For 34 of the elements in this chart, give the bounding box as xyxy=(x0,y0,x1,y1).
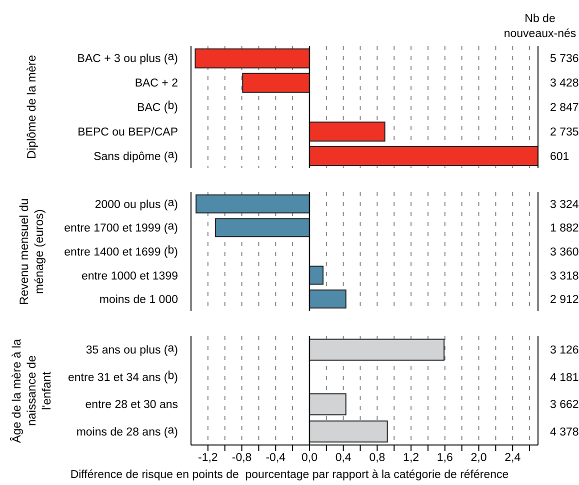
y-tick-label: BAC + 2 xyxy=(134,78,178,90)
x-tick-label: 1,6 xyxy=(436,452,453,464)
text: 3 428 xyxy=(550,78,579,90)
x-tick-label: 2,4 xyxy=(504,452,522,464)
text: 1 882 xyxy=(550,222,579,235)
text: 4 181 xyxy=(550,372,579,384)
x-axis-title: Différence de risque en points de pourcentage par rapport à la catégorie de référence xyxy=(69,469,510,481)
y-tick-label: entre 1000 et 1399 xyxy=(81,270,178,282)
x-tick-label: 2,0 xyxy=(470,452,487,464)
text: 3 324 xyxy=(550,198,579,211)
x-tick-label: -1,2 xyxy=(198,452,218,464)
text: 3 662 xyxy=(550,399,579,412)
text: 2 912 xyxy=(550,294,579,306)
text: 4 378 xyxy=(550,426,579,438)
y-tick-label: moins de 1 000 xyxy=(99,294,178,306)
y-axis-title: Revenu mensuel du ménage (euros) xyxy=(17,197,47,307)
y-axis-title: Âge de la mère à la naissance de l'enfant xyxy=(10,337,54,445)
x-tick-label: 0,0 xyxy=(301,452,318,464)
text: Nb de nouveaux-nés xyxy=(503,12,577,42)
x-tick-label: 0,8 xyxy=(369,452,386,464)
y-tick-label: BEPC ou BEP/CAP xyxy=(78,126,178,138)
x-tick-label: 0,4 xyxy=(335,452,352,464)
x-tick-label: -0,4 xyxy=(266,452,286,464)
text: 3 318 xyxy=(550,270,579,282)
text: 3 360 xyxy=(550,246,579,258)
y-axis-title: Diplôme de la mère xyxy=(24,54,40,160)
text: 3 126 xyxy=(550,344,579,357)
x-tick-label: -0,8 xyxy=(232,452,252,464)
y-tick-label: entre 28 et 30 ans xyxy=(85,399,178,412)
text: 5 736 xyxy=(550,53,579,66)
text: 2 847 xyxy=(550,102,579,114)
text: 2 735 xyxy=(550,126,579,138)
x-tick-label: 1,2 xyxy=(403,452,420,464)
text: 601 xyxy=(550,150,570,163)
